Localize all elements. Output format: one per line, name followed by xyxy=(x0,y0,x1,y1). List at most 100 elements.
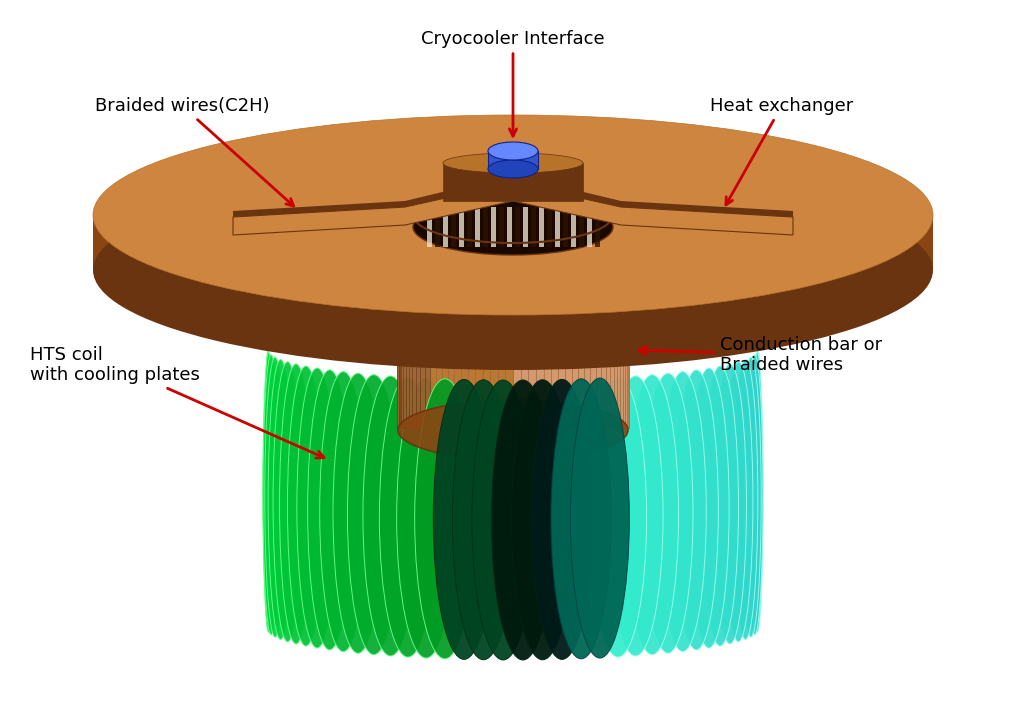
Polygon shape xyxy=(564,272,571,428)
Polygon shape xyxy=(461,272,468,428)
Polygon shape xyxy=(627,272,629,428)
Polygon shape xyxy=(474,208,479,247)
Text: HTS coil
with cooling plates: HTS coil with cooling plates xyxy=(30,346,324,458)
Ellipse shape xyxy=(363,376,418,656)
Ellipse shape xyxy=(713,364,747,644)
Polygon shape xyxy=(601,272,605,428)
Polygon shape xyxy=(618,272,621,428)
Polygon shape xyxy=(605,272,610,428)
Polygon shape xyxy=(427,208,432,247)
Ellipse shape xyxy=(308,370,352,650)
Polygon shape xyxy=(468,272,475,428)
Polygon shape xyxy=(450,208,456,247)
Polygon shape xyxy=(536,272,544,428)
Ellipse shape xyxy=(754,350,761,630)
Ellipse shape xyxy=(570,378,629,658)
Polygon shape xyxy=(447,272,455,428)
Ellipse shape xyxy=(751,353,763,632)
Text: Cryocooler Interface: Cryocooler Interface xyxy=(422,30,604,136)
Polygon shape xyxy=(594,208,599,247)
Polygon shape xyxy=(482,272,490,428)
Ellipse shape xyxy=(279,364,313,644)
Polygon shape xyxy=(626,272,628,428)
Polygon shape xyxy=(520,272,528,428)
Polygon shape xyxy=(543,272,551,428)
Polygon shape xyxy=(233,183,513,235)
Ellipse shape xyxy=(263,355,279,635)
Ellipse shape xyxy=(659,372,706,652)
Polygon shape xyxy=(397,272,399,428)
Polygon shape xyxy=(475,272,483,428)
Polygon shape xyxy=(590,272,596,428)
Ellipse shape xyxy=(333,373,383,653)
Polygon shape xyxy=(621,272,623,428)
Polygon shape xyxy=(455,272,462,428)
Ellipse shape xyxy=(643,373,693,653)
Polygon shape xyxy=(93,215,933,270)
Polygon shape xyxy=(554,208,559,247)
Polygon shape xyxy=(571,272,579,428)
Ellipse shape xyxy=(93,115,933,315)
Ellipse shape xyxy=(415,379,475,659)
Polygon shape xyxy=(403,272,405,428)
Ellipse shape xyxy=(297,368,338,648)
Ellipse shape xyxy=(688,368,729,648)
Ellipse shape xyxy=(488,142,538,160)
Ellipse shape xyxy=(268,360,293,639)
Polygon shape xyxy=(459,208,464,247)
Polygon shape xyxy=(442,208,447,247)
Text: Heat exchanger: Heat exchanger xyxy=(710,97,854,205)
Polygon shape xyxy=(441,272,448,428)
Polygon shape xyxy=(587,208,592,247)
Polygon shape xyxy=(233,175,513,217)
Ellipse shape xyxy=(263,353,275,632)
Ellipse shape xyxy=(348,375,400,655)
Ellipse shape xyxy=(443,153,583,173)
Ellipse shape xyxy=(320,372,367,652)
Polygon shape xyxy=(596,272,601,428)
Polygon shape xyxy=(434,208,439,247)
Polygon shape xyxy=(547,208,552,247)
Polygon shape xyxy=(412,272,417,428)
Polygon shape xyxy=(539,208,544,247)
Ellipse shape xyxy=(273,362,302,642)
Polygon shape xyxy=(627,272,629,428)
Polygon shape xyxy=(401,272,403,428)
Polygon shape xyxy=(579,208,584,247)
Text: Conduction bar or
Braided wires: Conduction bar or Braided wires xyxy=(639,336,882,375)
Polygon shape xyxy=(513,183,793,235)
Text: Braided wires(C2H): Braided wires(C2H) xyxy=(95,97,293,206)
Polygon shape xyxy=(443,163,583,201)
Ellipse shape xyxy=(380,377,437,657)
Polygon shape xyxy=(430,272,436,428)
Ellipse shape xyxy=(531,380,593,659)
Polygon shape xyxy=(397,272,399,428)
Ellipse shape xyxy=(397,378,456,658)
Ellipse shape xyxy=(551,379,611,659)
Ellipse shape xyxy=(724,362,753,642)
Polygon shape xyxy=(623,272,625,428)
Polygon shape xyxy=(528,272,536,428)
Polygon shape xyxy=(513,272,521,428)
Ellipse shape xyxy=(265,357,285,637)
Ellipse shape xyxy=(491,380,554,660)
Ellipse shape xyxy=(733,360,758,639)
Ellipse shape xyxy=(93,170,933,370)
Ellipse shape xyxy=(398,240,628,300)
Ellipse shape xyxy=(747,355,763,635)
Polygon shape xyxy=(399,272,401,428)
Polygon shape xyxy=(490,272,498,428)
Polygon shape xyxy=(514,208,519,247)
Ellipse shape xyxy=(589,377,646,657)
Ellipse shape xyxy=(287,366,324,646)
Polygon shape xyxy=(482,208,487,247)
Polygon shape xyxy=(421,272,425,428)
Ellipse shape xyxy=(413,199,613,255)
Ellipse shape xyxy=(702,366,739,646)
Polygon shape xyxy=(551,272,558,428)
Polygon shape xyxy=(416,272,421,428)
Ellipse shape xyxy=(741,357,761,637)
Polygon shape xyxy=(505,272,513,428)
Polygon shape xyxy=(398,272,400,428)
Polygon shape xyxy=(488,151,538,169)
